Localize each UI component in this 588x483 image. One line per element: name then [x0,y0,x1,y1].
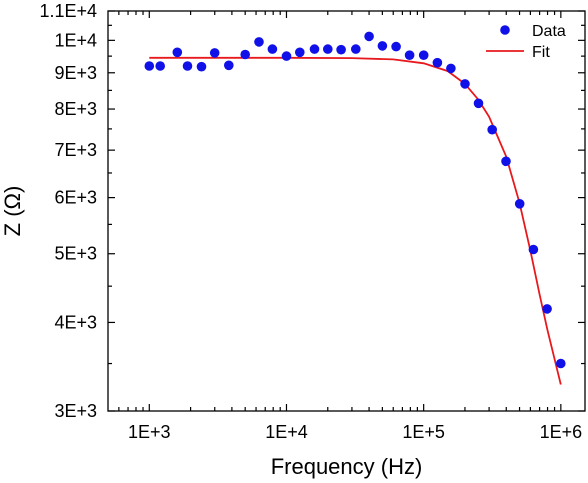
data-point [528,244,539,255]
y-tick-label: 4E+3 [54,312,97,332]
x-axis: 1E+3 1E+4 1E+5 1E+6 [118,11,583,442]
data-point [323,44,333,54]
data-point [281,51,292,61]
data-point [391,41,401,52]
fit-series [149,56,562,385]
data-point [364,31,374,42]
data-point [172,47,183,58]
data-point [404,50,415,60]
y-tick-label: 1.1E+4 [39,1,97,21]
data-point [446,63,456,74]
data-point [542,304,552,314]
x-tick-label: 1E+3 [128,422,171,442]
data-point [377,41,388,51]
data-point [556,358,566,369]
data-point [309,44,320,54]
data-point [254,37,264,47]
data-point [351,44,361,54]
plot-border [107,10,586,412]
legend: Data Fit [486,23,566,61]
x-axis-title: Frequency (Hz) [271,454,423,479]
y-axis: 3E+3 4E+3 5E+3 6E+3 7E+3 8E+3 9E+3 1E+4 1.1E+4 [39,1,585,421]
data-point [267,44,278,54]
fit-line [149,56,562,385]
data-point [487,124,498,135]
data-point [295,47,305,58]
x-tick-label: 1E+6 [540,422,583,442]
data-point [460,79,470,89]
data-point [501,156,511,167]
data-point [144,61,155,71]
data-point [336,44,346,55]
data-point [196,61,207,72]
data-point [155,61,165,71]
y-tick-label: 3E+3 [54,401,97,421]
legend-label: Fit [532,44,550,61]
y-tick-label: 9E+3 [54,63,97,83]
legend-data-swatch [500,25,510,35]
data-point [514,199,525,209]
x-tick-label: 1E+4 [265,422,308,442]
data-point [418,50,429,60]
y-axis-title: Z (Ω) [0,186,25,237]
y-tick-label: 5E+3 [54,244,97,264]
x-tick-label: 1E+5 [402,422,445,442]
data-point [182,61,193,71]
y-tick-label: 1E+4 [54,30,97,50]
data-point [240,49,250,60]
data-point [224,60,234,71]
y-tick-label: 6E+3 [54,188,97,208]
y-tick-label: 8E+3 [54,99,97,119]
data-point [432,57,443,68]
legend-label: Data [532,23,566,40]
data-point [473,98,484,109]
y-tick-label: 7E+3 [54,140,97,160]
data-series [144,31,566,369]
data-point [209,48,220,58]
plot-frame [107,10,586,412]
